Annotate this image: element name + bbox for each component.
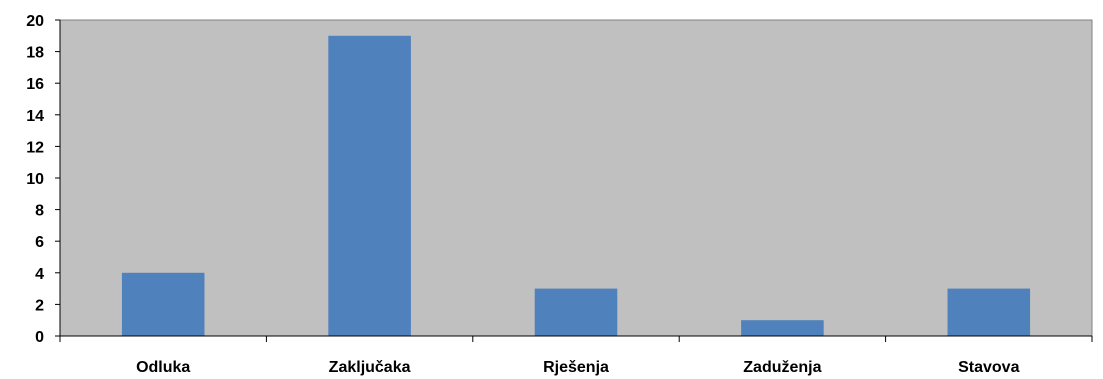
x-tick-label: Rješenja xyxy=(543,359,609,376)
x-tick-label: Zaduženja xyxy=(743,359,821,376)
y-tick-label: 6 xyxy=(35,234,44,251)
y-tick-label: 8 xyxy=(35,203,44,220)
plot-area xyxy=(59,19,1093,337)
bar-zaključaka xyxy=(328,35,411,337)
bars-group xyxy=(121,35,1031,337)
y-tick-label: 2 xyxy=(35,297,44,314)
y-tick-label: 4 xyxy=(35,266,44,283)
bar-odluka xyxy=(121,272,205,336)
y-tick-label: 12 xyxy=(26,139,44,156)
bar-rješenja xyxy=(534,288,618,336)
y-tick-label: 0 xyxy=(35,329,44,346)
axes-group xyxy=(55,19,1093,342)
x-tick-labels: Odluka Zaključaka Rješenja Zaduženja Stavova xyxy=(136,359,1019,376)
bar-stavova xyxy=(947,288,1031,336)
y-tick-label: 16 xyxy=(26,76,44,93)
y-tick-label: 20 xyxy=(26,13,44,30)
x-tick-label: Stavova xyxy=(958,359,1019,376)
x-tick-label: Zaključaka xyxy=(329,359,411,376)
y-tick-label: 10 xyxy=(26,171,44,188)
y-tick-label: 18 xyxy=(26,45,44,62)
x-tick-label: Odluka xyxy=(136,359,190,376)
y-tick-labels: 0 2 4 6 8 10 12 14 16 18 20 xyxy=(26,13,44,346)
bar-zaduženja xyxy=(741,320,824,336)
y-tick-label: 14 xyxy=(26,108,44,125)
